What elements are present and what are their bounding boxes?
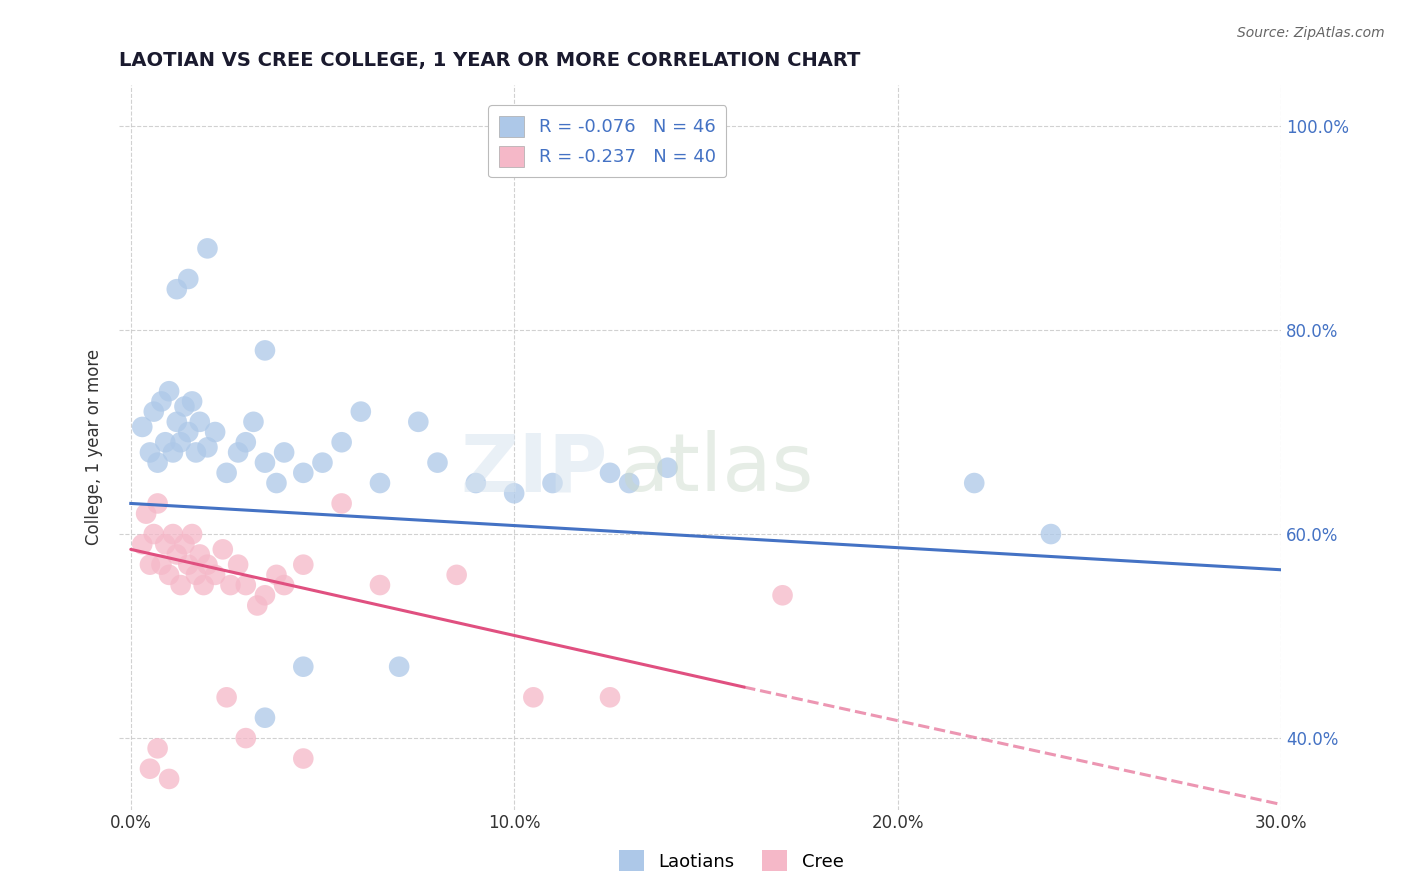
Point	[155, 435, 177, 450]
Point	[408, 415, 430, 429]
Point	[204, 567, 226, 582]
Point	[173, 537, 195, 551]
Point	[235, 731, 257, 745]
Point	[139, 762, 162, 776]
Point	[266, 567, 288, 582]
Point	[162, 527, 184, 541]
Point	[599, 690, 621, 705]
Point	[464, 476, 486, 491]
Point	[146, 456, 169, 470]
Point	[219, 578, 242, 592]
Text: atlas: atlas	[619, 430, 813, 508]
Point	[503, 486, 526, 500]
Point	[368, 476, 391, 491]
Point	[197, 241, 219, 255]
Point	[226, 558, 249, 572]
Point	[292, 558, 315, 572]
Legend: R = -0.076   N = 46, R = -0.237   N = 40: R = -0.076 N = 46, R = -0.237 N = 40	[488, 105, 727, 178]
Point	[273, 578, 295, 592]
Point	[162, 445, 184, 459]
Text: Source: ZipAtlas.com: Source: ZipAtlas.com	[1237, 26, 1385, 40]
Point	[166, 282, 188, 296]
Point	[142, 404, 165, 418]
Point	[131, 537, 153, 551]
Point	[522, 690, 544, 705]
Point	[330, 496, 353, 510]
Point	[150, 558, 173, 572]
Point	[135, 507, 157, 521]
Point	[226, 445, 249, 459]
Point	[169, 578, 191, 592]
Point	[292, 751, 315, 765]
Point	[211, 542, 233, 557]
Point	[155, 537, 177, 551]
Point	[188, 415, 211, 429]
Point	[1039, 527, 1062, 541]
Point	[177, 272, 200, 286]
Point	[157, 567, 180, 582]
Point	[150, 394, 173, 409]
Point	[350, 404, 373, 418]
Point	[963, 476, 986, 491]
Point	[157, 384, 180, 399]
Point	[184, 445, 207, 459]
Point	[235, 578, 257, 592]
Point	[169, 435, 191, 450]
Point	[242, 415, 264, 429]
Point	[292, 466, 315, 480]
Point	[193, 578, 215, 592]
Point	[253, 456, 276, 470]
Point	[188, 548, 211, 562]
Point	[446, 567, 468, 582]
Point	[146, 496, 169, 510]
Point	[177, 558, 200, 572]
Point	[330, 435, 353, 450]
Point	[157, 772, 180, 786]
Point	[772, 588, 794, 602]
Point	[368, 578, 391, 592]
Point	[166, 415, 188, 429]
Point	[266, 476, 288, 491]
Point	[657, 460, 679, 475]
Point	[139, 445, 162, 459]
Point	[204, 425, 226, 439]
Text: LAOTIAN VS CREE COLLEGE, 1 YEAR OR MORE CORRELATION CHART: LAOTIAN VS CREE COLLEGE, 1 YEAR OR MORE …	[120, 51, 860, 70]
Point	[246, 599, 269, 613]
Point	[146, 741, 169, 756]
Point	[292, 659, 315, 673]
Point	[181, 527, 204, 541]
Point	[197, 440, 219, 454]
Point	[311, 456, 333, 470]
Point	[166, 548, 188, 562]
Point	[388, 659, 411, 673]
Point	[173, 400, 195, 414]
Point	[215, 690, 238, 705]
Point	[215, 466, 238, 480]
Point	[177, 425, 200, 439]
Point	[184, 567, 207, 582]
Point	[235, 435, 257, 450]
Point	[253, 343, 276, 358]
Text: ZIP: ZIP	[460, 430, 607, 508]
Point	[253, 588, 276, 602]
Point	[426, 456, 449, 470]
Y-axis label: College, 1 year or more: College, 1 year or more	[86, 350, 103, 545]
Point	[619, 476, 641, 491]
Point	[181, 394, 204, 409]
Point	[142, 527, 165, 541]
Point	[253, 711, 276, 725]
Legend: Laotians, Cree: Laotians, Cree	[612, 843, 851, 879]
Point	[599, 466, 621, 480]
Point	[541, 476, 564, 491]
Point	[273, 445, 295, 459]
Point	[131, 420, 153, 434]
Point	[139, 558, 162, 572]
Point	[197, 558, 219, 572]
